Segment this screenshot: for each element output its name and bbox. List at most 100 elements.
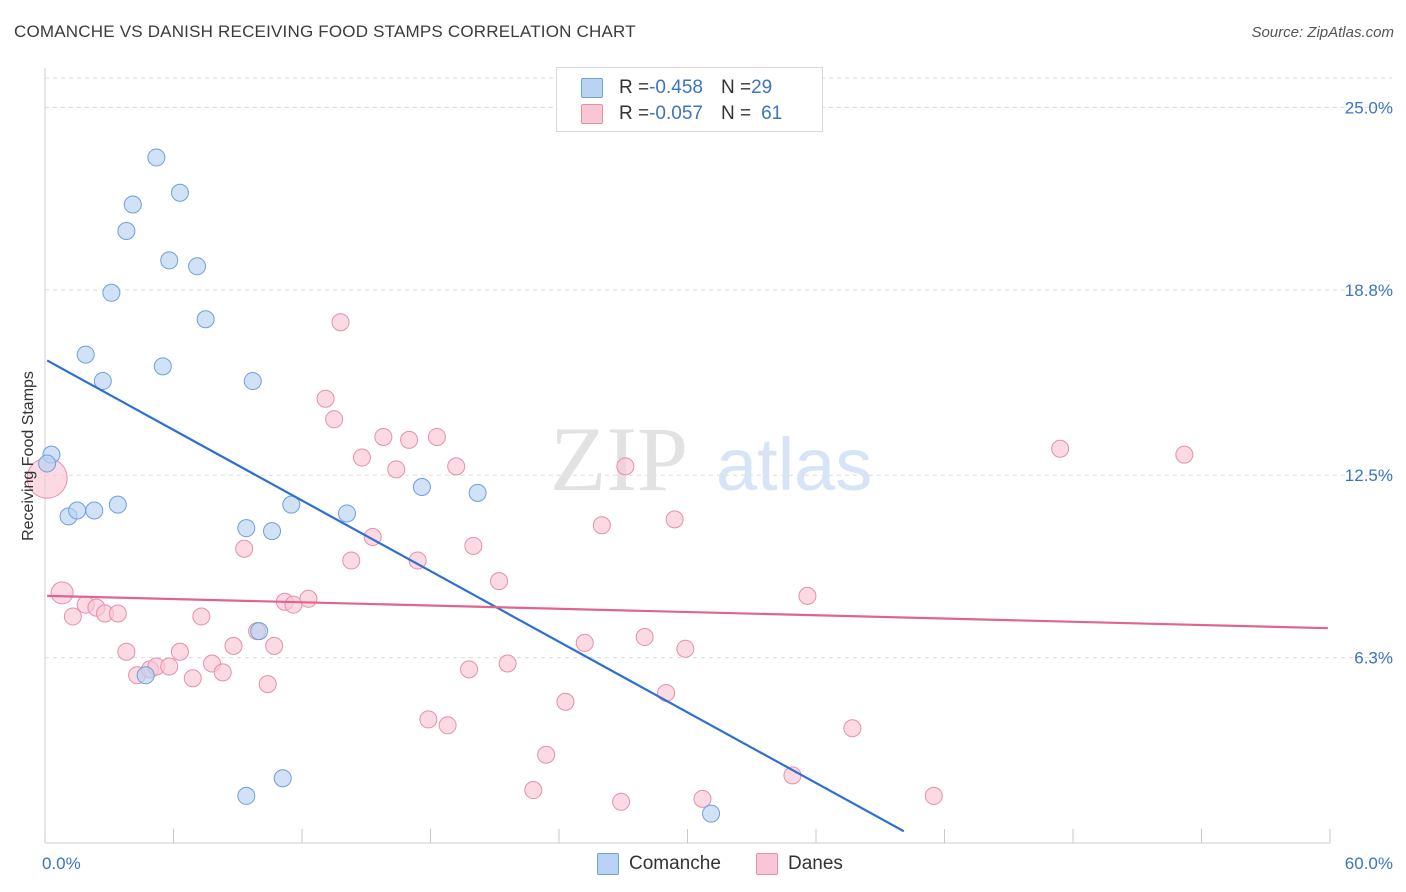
comanche-point — [123, 195, 142, 214]
comanche-point — [243, 372, 262, 391]
danes-point — [490, 572, 509, 591]
danes-point — [258, 675, 277, 694]
legend-r-value: -0.458 — [649, 77, 703, 98]
x-tick-labels: 0.0% 60.0% — [42, 854, 1393, 873]
danes-point — [798, 586, 817, 605]
danes-point — [592, 516, 611, 535]
danes-point — [537, 745, 556, 764]
danes-point — [224, 636, 243, 655]
danes-point — [635, 628, 654, 647]
danes-point — [575, 633, 594, 652]
comanche-point — [263, 522, 282, 541]
danes-point — [374, 427, 393, 446]
danes-point — [438, 716, 457, 735]
comanche-point — [76, 345, 95, 364]
legend-n-value: 29 — [751, 77, 773, 98]
comanche-point — [68, 501, 87, 520]
comanche-point — [337, 504, 356, 523]
danes-point — [352, 448, 371, 467]
danes-point — [1051, 439, 1070, 458]
danes-point — [299, 589, 318, 608]
y-tick-label: 12.5% — [1345, 466, 1393, 485]
y-tick-label: 25.0% — [1345, 98, 1393, 117]
danes-point — [342, 551, 361, 570]
comanche-swatch — [581, 78, 603, 98]
danes-swatch — [581, 104, 603, 124]
danes-point — [556, 692, 575, 711]
danes-point — [108, 604, 127, 623]
danes-point — [843, 719, 862, 738]
danes-point — [693, 789, 712, 808]
danes-point — [160, 657, 179, 676]
danes-point — [325, 410, 344, 429]
watermark-zip: ZIP — [550, 408, 688, 510]
bottom-legend-comanche: Comanche — [597, 852, 721, 876]
comanche-point — [282, 495, 301, 514]
danes-point — [117, 642, 136, 661]
comanche-point — [38, 454, 57, 473]
danes-point — [524, 781, 543, 800]
comanche-point — [153, 357, 172, 376]
trend-lines — [46, 359, 1328, 833]
danes-point — [427, 427, 446, 446]
comanche-point — [85, 501, 104, 520]
legend-row-danes: R = -0.057 N = 61 — [581, 102, 782, 126]
danes-point — [616, 457, 635, 476]
danes-point — [676, 639, 695, 658]
comanche-point — [108, 495, 127, 514]
comanche-point — [702, 804, 721, 823]
danes-point — [447, 457, 466, 476]
legend-n-label: N = — [720, 103, 752, 124]
danes-legend-swatch — [756, 853, 778, 875]
danes-point — [50, 581, 74, 605]
danes-point — [498, 654, 517, 673]
comanche-point — [250, 622, 269, 641]
danes-point — [1175, 445, 1194, 464]
comanche-point — [102, 283, 121, 302]
danes-point — [924, 786, 943, 805]
danes-point — [235, 539, 254, 558]
danes-point — [183, 669, 202, 688]
comanche-point — [147, 148, 166, 167]
danes-legend-label: Danes — [788, 853, 843, 874]
comanche-point — [188, 257, 207, 276]
danes-point — [192, 607, 211, 626]
danes-point — [400, 430, 419, 449]
comanche-legend-swatch — [597, 853, 619, 875]
comanche-points — [38, 148, 721, 823]
y-axis-label: Receiving Food Stamps — [20, 371, 37, 541]
danes-point — [331, 313, 350, 332]
comanche-point — [412, 477, 431, 496]
legend-row-comanche: R = -0.458 N = 29 — [581, 76, 772, 100]
legend-n-value: 61 — [761, 103, 783, 124]
danes-point — [460, 660, 479, 679]
legend-n-label: N = — [720, 77, 752, 98]
comanche-point — [117, 222, 136, 240]
stats-legend: R = -0.458 N = 29 R = -0.057 N = 61 — [556, 67, 823, 132]
x-tick-label: 60.0% — [1345, 854, 1393, 873]
danes-point — [657, 683, 676, 702]
danes-points — [26, 313, 1194, 811]
danes-point — [316, 389, 335, 408]
danes-point — [419, 710, 438, 729]
danes-trend-line — [47, 594, 1328, 630]
danes-point — [665, 510, 684, 529]
comanche-point — [273, 769, 292, 788]
chart-title: COMANCHE VS DANISH RECEIVING FOOD STAMPS… — [14, 22, 636, 41]
watermark-atlas: atlas — [716, 423, 872, 506]
bottom-legend-danes: Danes — [756, 852, 843, 876]
danes-point — [213, 663, 232, 682]
y-tick-labels: 6.3% 12.5% 18.8% 25.0% — [1345, 98, 1393, 667]
danes-point — [170, 642, 189, 661]
comanche-point — [170, 183, 189, 202]
grid-lines — [45, 77, 1392, 659]
danes-point — [612, 792, 631, 811]
legend-r-label: R = — [619, 77, 650, 98]
x-tick-label: 0.0% — [42, 854, 81, 873]
danes-point — [387, 460, 406, 479]
comanche-point — [160, 251, 179, 270]
danes-point — [63, 607, 82, 626]
chart-source: Source: ZipAtlas.com — [1251, 24, 1394, 41]
comanche-trend-line — [46, 359, 905, 833]
comanche-legend-label: Comanche — [629, 853, 721, 874]
